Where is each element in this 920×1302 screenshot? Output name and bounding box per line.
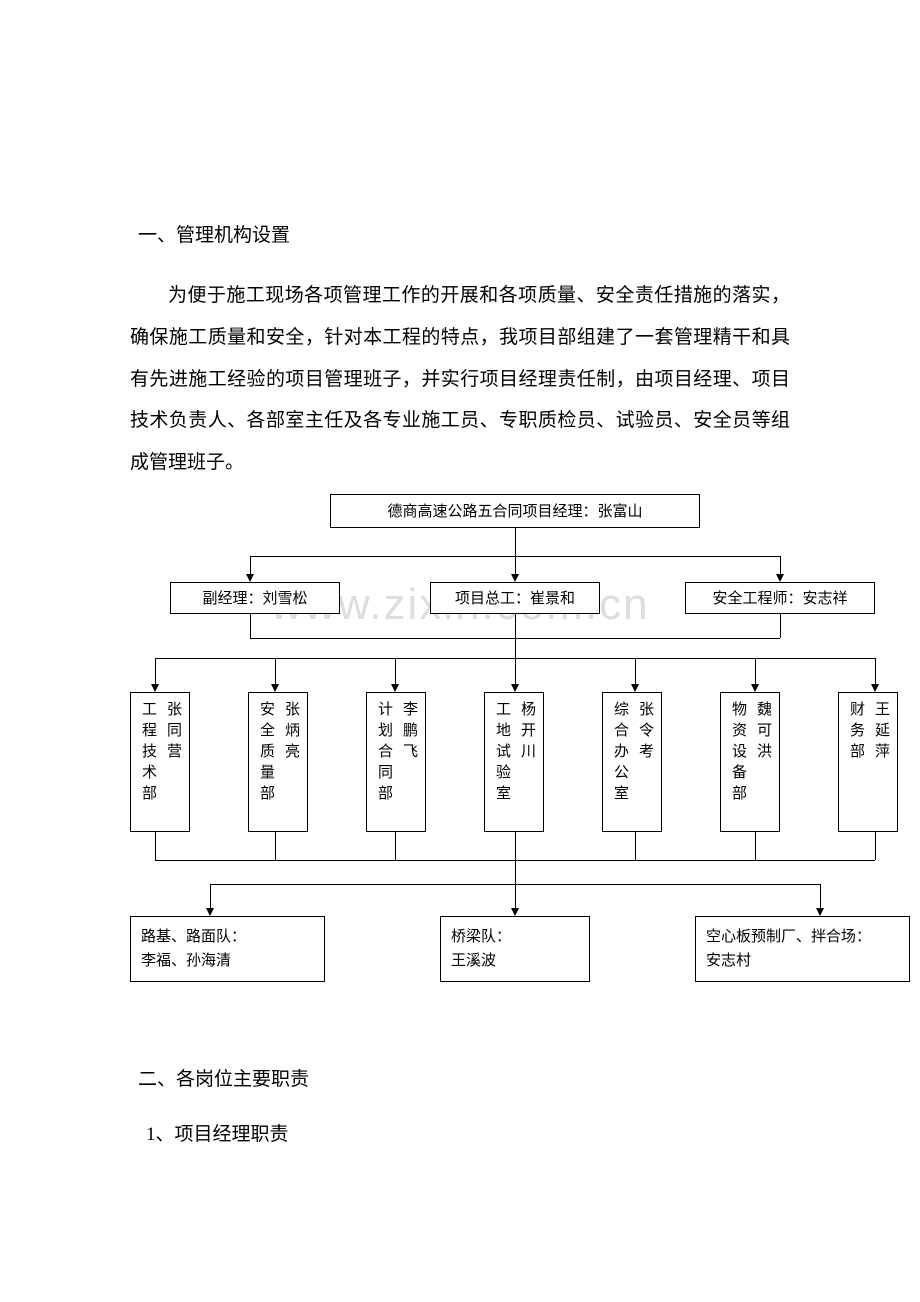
dept-label: 综合办公室 (609, 701, 630, 806)
connector-line (875, 832, 876, 860)
dept-name: 魏可洪 (752, 701, 773, 764)
section-1-paragraph: 为便于施工现场各项管理工作的开展和各项质量、安全责任措施的落实，确保施工质量和安… (130, 275, 790, 484)
team-line1: 桥梁队： (451, 925, 579, 949)
team-line1: 空心板预制厂、拌合场： (706, 925, 899, 949)
arrow-icon (151, 684, 159, 692)
connector-line (780, 614, 781, 638)
section-2: 二、各岗位主要职责 1、项目经理职责 (0, 1064, 920, 1146)
org-level2-box: 副经理：刘雪松 (170, 582, 340, 614)
section-2-item: 1、项目经理职责 (146, 1119, 790, 1146)
org-dept-box: 安全质量部 张炳亮 (248, 692, 308, 832)
org-dept-box: 综合办公室 张令考 (602, 692, 662, 832)
org-top-box: 德商高速公路五合同项目经理：张富山 (330, 494, 700, 528)
connector-line (875, 658, 876, 686)
team-line1: 路基、路面队： (141, 925, 314, 949)
connector-line (155, 658, 156, 686)
dept-name: 张令考 (634, 701, 655, 764)
section-1-heading: 一、管理机构设置 (130, 220, 790, 247)
org-dept-box: 工程技术部 张同营 (130, 692, 190, 832)
org-dept-box: 物资设备部 魏可洪 (720, 692, 780, 832)
org-level2-label: 副经理：刘雪松 (202, 587, 307, 608)
document-body: 一、管理机构设置 为便于施工现场各项管理工作的开展和各项质量、安全责任措施的落实… (0, 0, 920, 1024)
dept-name: 张炳亮 (280, 701, 301, 764)
connector-line (820, 884, 821, 910)
arrow-icon (511, 684, 519, 692)
connector-line (515, 860, 516, 884)
connector-line (250, 614, 251, 638)
org-level2-box: 安全工程师：安志祥 (685, 582, 875, 614)
org-dept-box: 工地试验室 杨开川 (484, 692, 544, 832)
connector-line (755, 658, 756, 686)
connector-line (755, 832, 756, 860)
org-chart: 德商高速公路五合同项目经理：张富山 副经理：刘雪松 项目总工：崔景和 安全工程师… (130, 494, 910, 1024)
connector-line (275, 832, 276, 860)
connector-line (780, 556, 781, 576)
org-top-label: 德商高速公路五合同项目经理：张富山 (387, 500, 642, 521)
connector-line (515, 658, 516, 686)
dept-label: 物资设备部 (727, 701, 748, 806)
connector-line (515, 832, 516, 860)
dept-name: 王延萍 (870, 701, 891, 764)
connector-line (395, 658, 396, 686)
connector-line (515, 884, 516, 910)
connector-line (155, 832, 156, 860)
section-2-heading: 二、各岗位主要职责 (130, 1064, 790, 1091)
arrow-icon (816, 908, 824, 916)
dept-label: 工程技术部 (137, 701, 158, 806)
org-level2-label: 项目总工：崔景和 (455, 587, 575, 608)
org-team-box: 空心板预制厂、拌合场： 安志村 (695, 916, 910, 982)
team-line2: 李福、孙海清 (141, 949, 314, 973)
arrow-icon (391, 684, 399, 692)
org-level2-box: 项目总工：崔景和 (430, 582, 600, 614)
dept-label: 财务部 (845, 701, 866, 764)
org-level2-label: 安全工程师：安志祥 (712, 587, 847, 608)
connector-line (275, 658, 276, 686)
dept-name: 张同营 (162, 701, 183, 764)
arrow-icon (631, 684, 639, 692)
team-line2: 安志村 (706, 949, 899, 973)
arrow-icon (511, 574, 519, 582)
connector-line (635, 832, 636, 860)
arrow-icon (871, 684, 879, 692)
dept-label: 安全质量部 (255, 701, 276, 806)
dept-label: 计划合同部 (373, 701, 394, 806)
dept-name: 杨开川 (516, 701, 537, 764)
arrow-icon (206, 908, 214, 916)
org-team-box: 桥梁队： 王溪波 (440, 916, 590, 982)
connector-line (515, 556, 516, 576)
arrow-icon (271, 684, 279, 692)
arrow-icon (776, 574, 784, 582)
dept-label: 工地试验室 (491, 701, 512, 806)
connector-line (635, 658, 636, 686)
dept-name: 李鹏飞 (398, 701, 419, 764)
team-line2: 王溪波 (451, 949, 579, 973)
connector-line (250, 556, 251, 576)
connector-line (395, 832, 396, 860)
arrow-icon (511, 908, 519, 916)
connector-line (515, 614, 516, 638)
org-dept-box: 财务部 王延萍 (838, 692, 898, 832)
org-dept-box: 计划合同部 李鹏飞 (366, 692, 426, 832)
connector-line (515, 638, 516, 658)
arrow-icon (751, 684, 759, 692)
connector-line (515, 528, 516, 556)
arrow-icon (246, 574, 254, 582)
org-team-box: 路基、路面队： 李福、孙海清 (130, 916, 325, 982)
connector-line (210, 884, 211, 910)
